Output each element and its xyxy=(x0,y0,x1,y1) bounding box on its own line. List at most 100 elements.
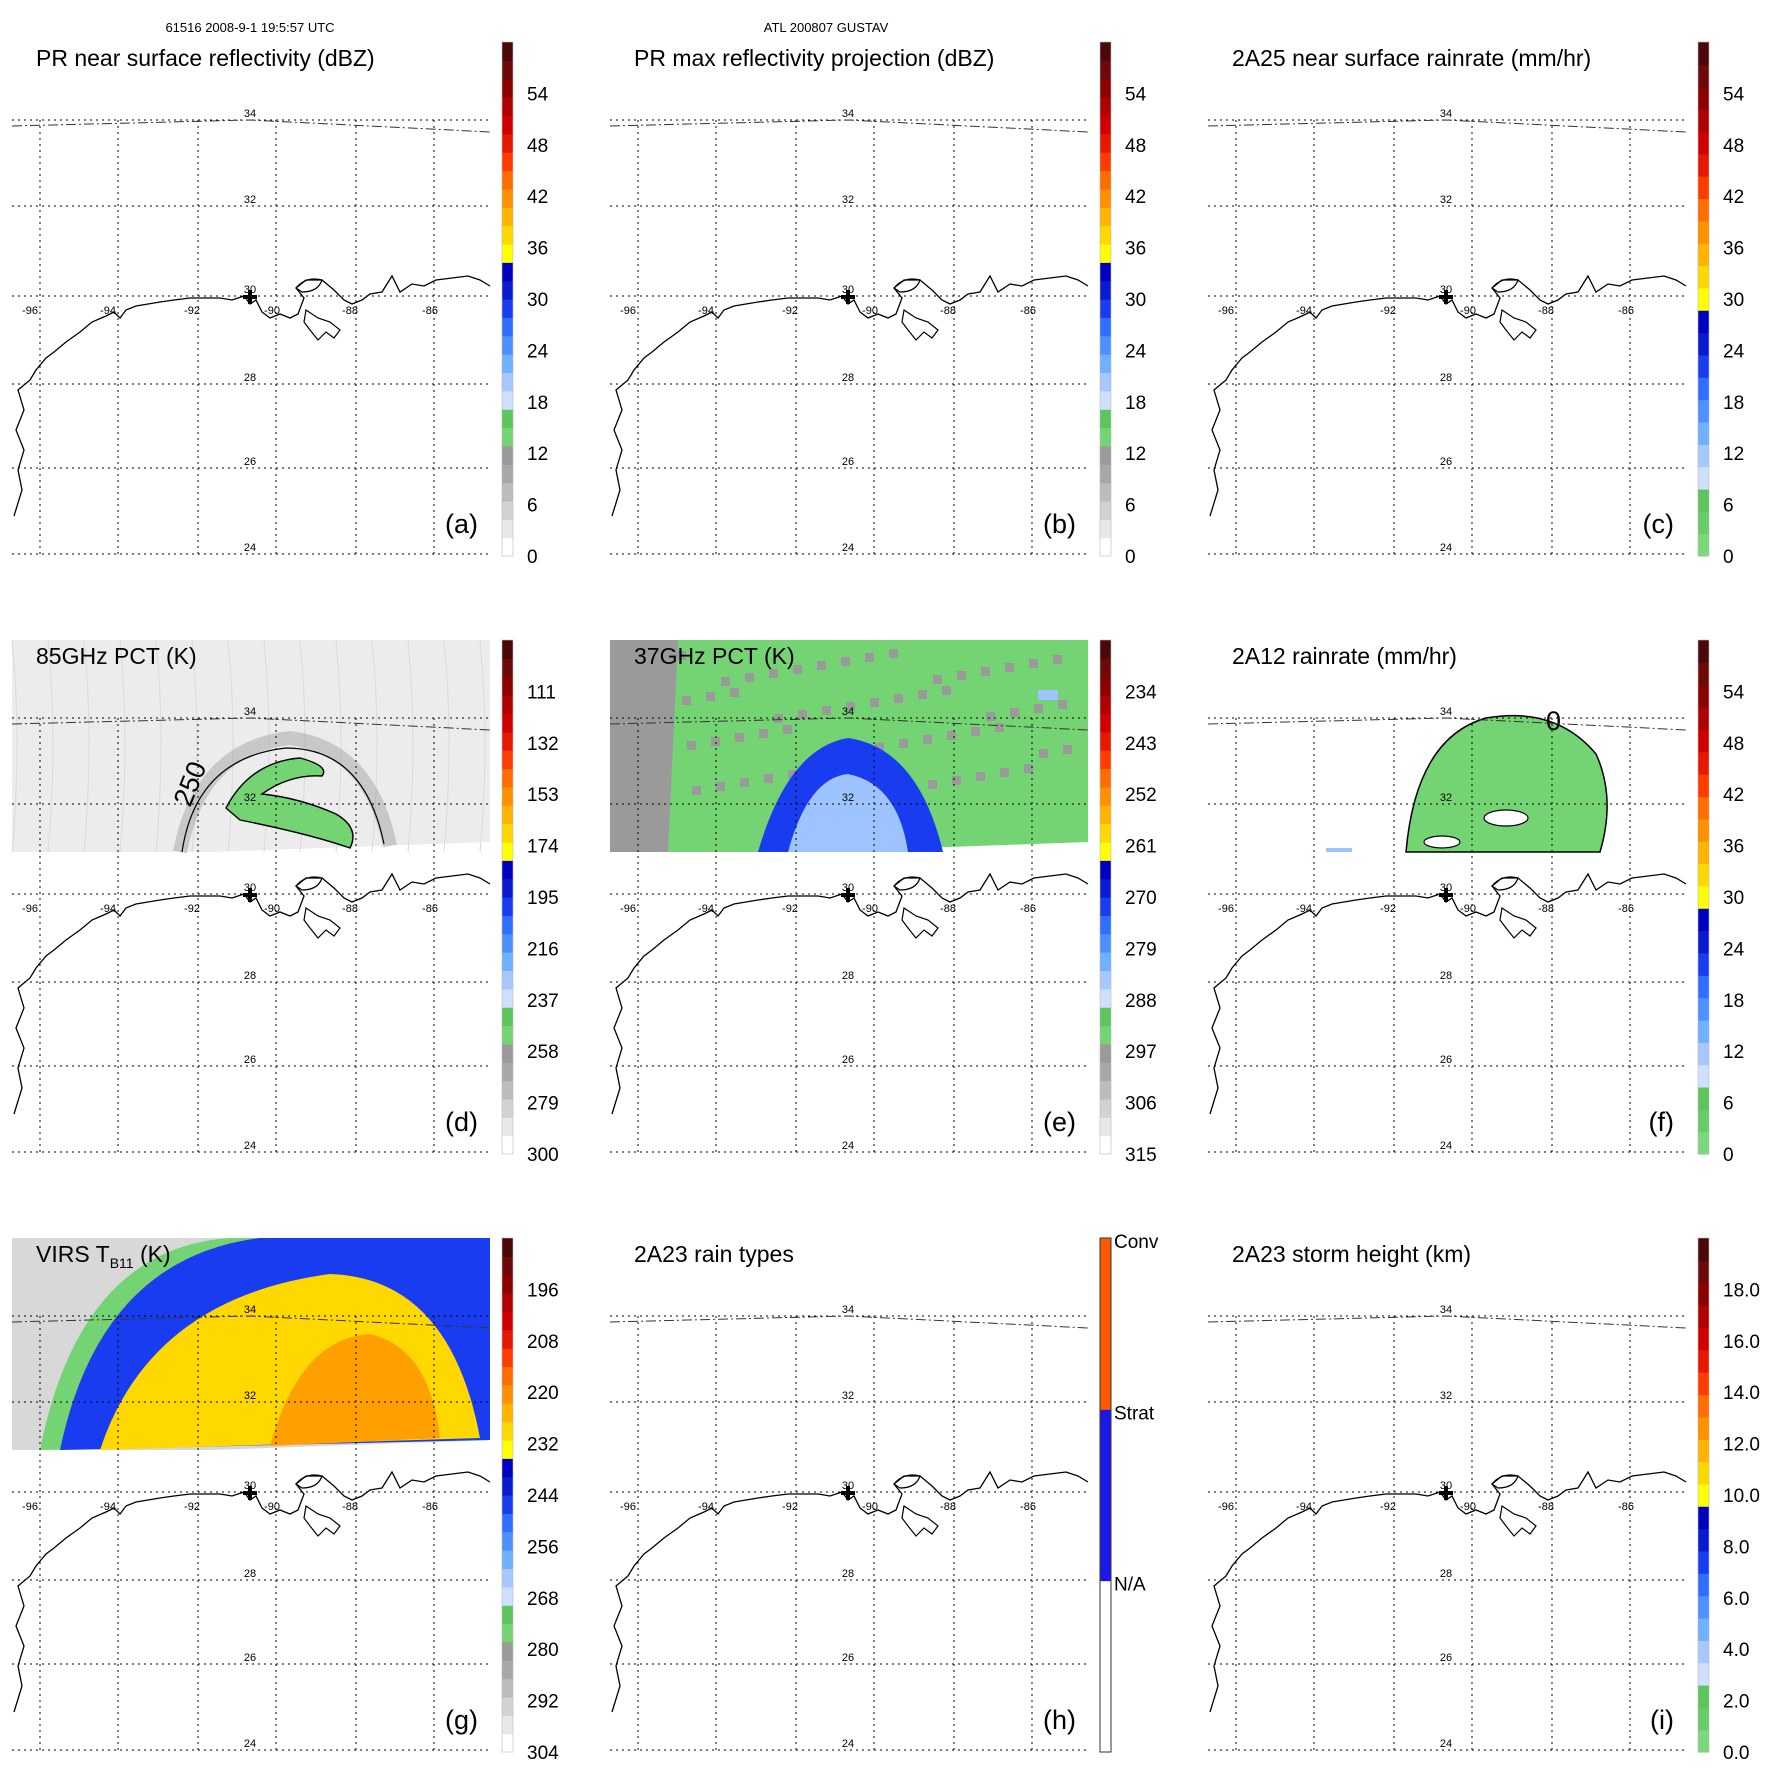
colorbar-segment xyxy=(502,1568,513,1588)
colorbar-segment xyxy=(1698,1595,1709,1619)
colorbar-segment xyxy=(1698,975,1709,999)
colorbar-segment xyxy=(1698,1707,1709,1731)
latitude-label: 26 xyxy=(1440,1652,1452,1664)
colorbar-segment xyxy=(1100,1080,1111,1100)
colorbar-segment xyxy=(502,537,513,557)
latitude-label: 32 xyxy=(842,792,854,804)
colorbar-segment xyxy=(1698,1305,1709,1328)
latitude-label: 26 xyxy=(842,1652,854,1664)
longitude-label: -86 xyxy=(1020,903,1036,915)
colorbar-segment xyxy=(502,841,513,861)
longitude-label: -86 xyxy=(1618,903,1634,915)
lat-lon-grid xyxy=(610,717,1088,1154)
tb-contour xyxy=(181,747,385,853)
latitude-label: 28 xyxy=(842,1568,854,1580)
colorbar-segment xyxy=(502,1513,513,1533)
colorbar-segment xyxy=(502,713,513,733)
latitude-label: 32 xyxy=(842,194,854,206)
gray-pixel xyxy=(668,640,677,649)
colorbar-segment xyxy=(502,640,513,659)
colorbar-tick-label: 12 xyxy=(527,444,548,465)
colorbar-frame xyxy=(501,41,514,557)
colorbar-tick-label: 261 xyxy=(1125,837,1157,858)
latitude-label: 24 xyxy=(842,1140,854,1152)
gray-pixel xyxy=(1024,764,1033,773)
gray-pixel xyxy=(817,661,826,670)
colorbar-tick-label: 153 xyxy=(527,785,559,806)
colorbar-segment xyxy=(1698,1064,1709,1088)
coldest-cloud-tops xyxy=(270,1334,440,1446)
light-blue-pixel xyxy=(1038,690,1058,700)
colorbar-segment xyxy=(1100,317,1111,337)
lake-pontchartrain xyxy=(295,1474,323,1489)
colorbar-segment xyxy=(502,1256,513,1276)
panel-letter-label: (d) xyxy=(445,1107,478,1137)
longitude-label: -90 xyxy=(264,1501,280,1513)
colorbar-segment xyxy=(1698,1528,1709,1552)
colorbar-segment xyxy=(502,1421,513,1441)
colorbar-segment xyxy=(1698,1573,1709,1597)
colorbar-segment xyxy=(1100,500,1111,520)
colorbar-frame xyxy=(1697,639,1710,1155)
colorbar-segment xyxy=(1100,1117,1111,1137)
colorbar-tick-label: 243 xyxy=(1125,734,1157,755)
lat-lon-grid xyxy=(12,1315,490,1752)
rain-free-hole xyxy=(1423,835,1461,849)
colorbar-segment xyxy=(502,750,513,770)
colorbar-tick-label: 6 xyxy=(1723,1094,1734,1115)
ice-scattering-region xyxy=(225,757,354,849)
scan-line xyxy=(83,639,90,853)
colorbar-segment xyxy=(1698,109,1709,132)
coastline xyxy=(1209,1470,1687,1713)
mississippi-delta xyxy=(303,906,341,939)
latitude-label: 34 xyxy=(1440,1304,1452,1316)
colorbar-segment xyxy=(502,60,513,80)
colorbar-segment xyxy=(1100,970,1111,990)
panel-letter-label: (i) xyxy=(1650,1705,1674,1735)
colorbar-segment xyxy=(502,1117,513,1137)
gray-pixel xyxy=(788,770,797,779)
colorbar-segment xyxy=(502,152,513,172)
storm-center-marker xyxy=(243,290,257,304)
lat-lon-grid xyxy=(1208,1315,1686,1752)
longitude-label: -94 xyxy=(698,903,714,915)
colorbar-segment xyxy=(1100,207,1111,227)
latitude-label: 28 xyxy=(842,970,854,982)
gray-pixel xyxy=(918,690,927,699)
colorbar: 54 48 42 36 30 24 18 12 6 0 xyxy=(1697,41,1745,568)
panel-title: 2A12 rainrate (mm/hr) xyxy=(1232,643,1457,669)
latitude-label: 32 xyxy=(842,1390,854,1402)
gray-pixel xyxy=(759,729,768,738)
colorbar-tick-label: 4.0 xyxy=(1723,1640,1749,1661)
colorbar: 111 132 153 174 195 216 237 258 279 300 xyxy=(501,639,559,1166)
colorbar-segment xyxy=(1100,805,1111,825)
colorbar-segment xyxy=(502,1531,513,1551)
gray-pixel xyxy=(894,694,903,703)
colorbar-tick-label: 12 xyxy=(1125,444,1146,465)
gray-pixel xyxy=(875,743,884,752)
longitude-label: -90 xyxy=(862,903,878,915)
latitude-label: 32 xyxy=(1440,792,1452,804)
panel-letter-label: (e) xyxy=(1043,1107,1076,1137)
colorbar-segment xyxy=(1698,466,1709,490)
colorbar-segment xyxy=(502,805,513,825)
colorbar-segment xyxy=(502,1025,513,1045)
colorbar-segment xyxy=(1698,707,1709,730)
colorbar-segment xyxy=(502,1293,513,1313)
latitude-label: 32 xyxy=(1440,1390,1452,1402)
colorbar-segment xyxy=(1698,1238,1709,1261)
coordinate-labels: 343230282624-96-94-92-90-88-86 xyxy=(1218,706,1634,1152)
warm-land-region xyxy=(610,640,678,852)
colorbar-segment xyxy=(502,317,513,337)
mississippi-delta xyxy=(1499,906,1537,939)
gray-pixel xyxy=(971,727,980,736)
gray-pixel xyxy=(793,665,802,674)
colorbar-segment xyxy=(502,1403,513,1423)
lake-pontchartrain xyxy=(295,278,323,293)
gray-pixel xyxy=(899,739,908,748)
colorbar-tick-label: 16.0 xyxy=(1723,1332,1760,1353)
colorbar-segment xyxy=(502,1550,513,1570)
latitude-label: 34 xyxy=(244,1304,256,1316)
latitude-label: 34 xyxy=(1440,108,1452,120)
